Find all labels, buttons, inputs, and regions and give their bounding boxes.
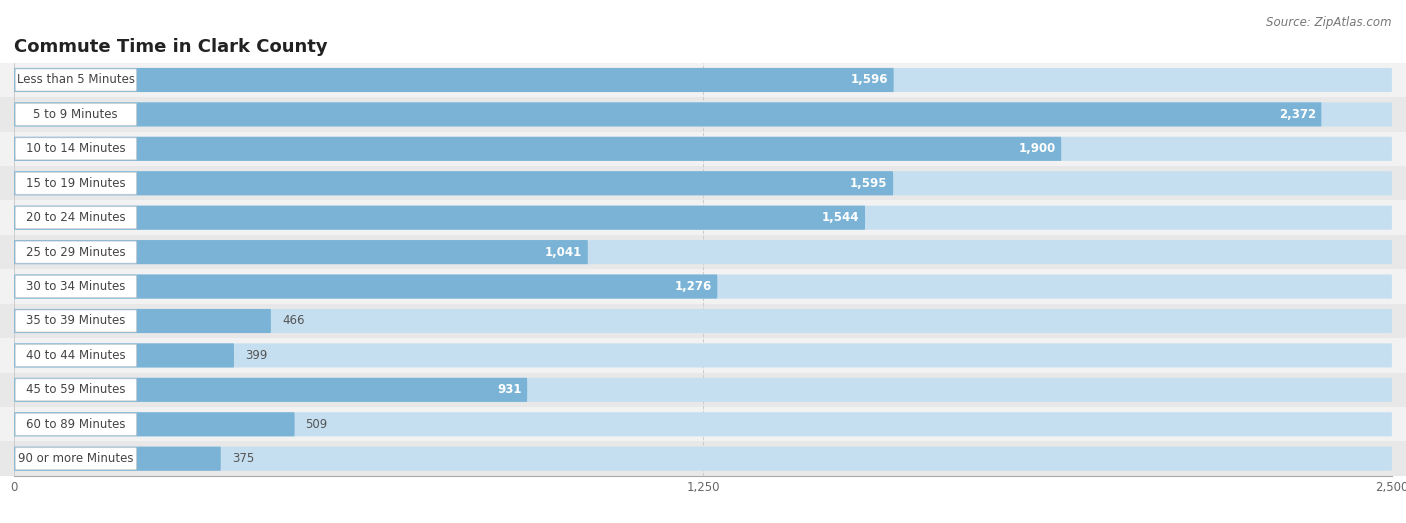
Text: Source: ZipAtlas.com: Source: ZipAtlas.com [1267,16,1392,29]
FancyBboxPatch shape [14,68,894,92]
FancyBboxPatch shape [14,206,865,230]
Bar [0,304,1406,338]
Text: 90 or more Minutes: 90 or more Minutes [18,452,134,465]
Bar [0,200,1406,235]
Text: Less than 5 Minutes: Less than 5 Minutes [17,73,135,86]
Text: 15 to 19 Minutes: 15 to 19 Minutes [25,177,125,190]
FancyBboxPatch shape [14,103,1322,127]
FancyBboxPatch shape [15,207,136,229]
FancyBboxPatch shape [15,276,136,298]
Text: 1,276: 1,276 [675,280,711,293]
Bar [0,338,1406,372]
FancyBboxPatch shape [14,447,221,471]
FancyBboxPatch shape [14,171,1392,195]
FancyBboxPatch shape [14,137,1392,161]
FancyBboxPatch shape [14,275,1392,299]
FancyBboxPatch shape [14,171,893,195]
FancyBboxPatch shape [14,344,233,368]
Bar [0,132,1406,166]
Text: 35 to 39 Minutes: 35 to 39 Minutes [27,314,125,327]
Text: 40 to 44 Minutes: 40 to 44 Minutes [25,349,125,362]
FancyBboxPatch shape [15,379,136,401]
Bar [0,235,1406,269]
Bar [0,372,1406,407]
Bar [0,166,1406,200]
Text: 399: 399 [245,349,267,362]
Text: 509: 509 [305,418,328,431]
FancyBboxPatch shape [14,412,295,436]
FancyBboxPatch shape [14,309,271,333]
FancyBboxPatch shape [15,413,136,435]
FancyBboxPatch shape [15,448,136,470]
Text: 931: 931 [498,383,522,396]
FancyBboxPatch shape [14,240,1392,264]
Bar [0,269,1406,304]
FancyBboxPatch shape [14,240,588,264]
FancyBboxPatch shape [14,412,1392,436]
Bar [0,407,1406,441]
FancyBboxPatch shape [15,241,136,263]
FancyBboxPatch shape [14,447,1392,471]
FancyBboxPatch shape [15,69,136,91]
Text: 1,041: 1,041 [546,246,582,259]
Text: 2,372: 2,372 [1278,108,1316,121]
Text: 10 to 14 Minutes: 10 to 14 Minutes [25,142,125,155]
FancyBboxPatch shape [14,137,1062,161]
Text: 375: 375 [232,452,254,465]
FancyBboxPatch shape [14,206,1392,230]
Text: 1,900: 1,900 [1018,142,1056,155]
FancyBboxPatch shape [15,310,136,332]
Text: 25 to 29 Minutes: 25 to 29 Minutes [25,246,125,259]
Bar [0,97,1406,132]
Text: 30 to 34 Minutes: 30 to 34 Minutes [27,280,125,293]
FancyBboxPatch shape [15,104,136,126]
Text: 466: 466 [283,314,305,327]
FancyBboxPatch shape [15,345,136,367]
FancyBboxPatch shape [14,378,1392,402]
FancyBboxPatch shape [15,138,136,160]
FancyBboxPatch shape [15,172,136,194]
FancyBboxPatch shape [14,68,1392,92]
Text: 1,596: 1,596 [851,73,889,86]
Text: 20 to 24 Minutes: 20 to 24 Minutes [25,211,125,224]
Text: Commute Time in Clark County: Commute Time in Clark County [14,38,328,55]
FancyBboxPatch shape [14,344,1392,368]
FancyBboxPatch shape [14,309,1392,333]
Bar [0,63,1406,97]
Text: 45 to 59 Minutes: 45 to 59 Minutes [27,383,125,396]
Text: 5 to 9 Minutes: 5 to 9 Minutes [34,108,118,121]
Text: 60 to 89 Minutes: 60 to 89 Minutes [27,418,125,431]
FancyBboxPatch shape [14,275,717,299]
Text: 1,544: 1,544 [823,211,859,224]
FancyBboxPatch shape [14,103,1392,127]
Text: 1,595: 1,595 [851,177,887,190]
FancyBboxPatch shape [14,378,527,402]
Bar [0,441,1406,476]
